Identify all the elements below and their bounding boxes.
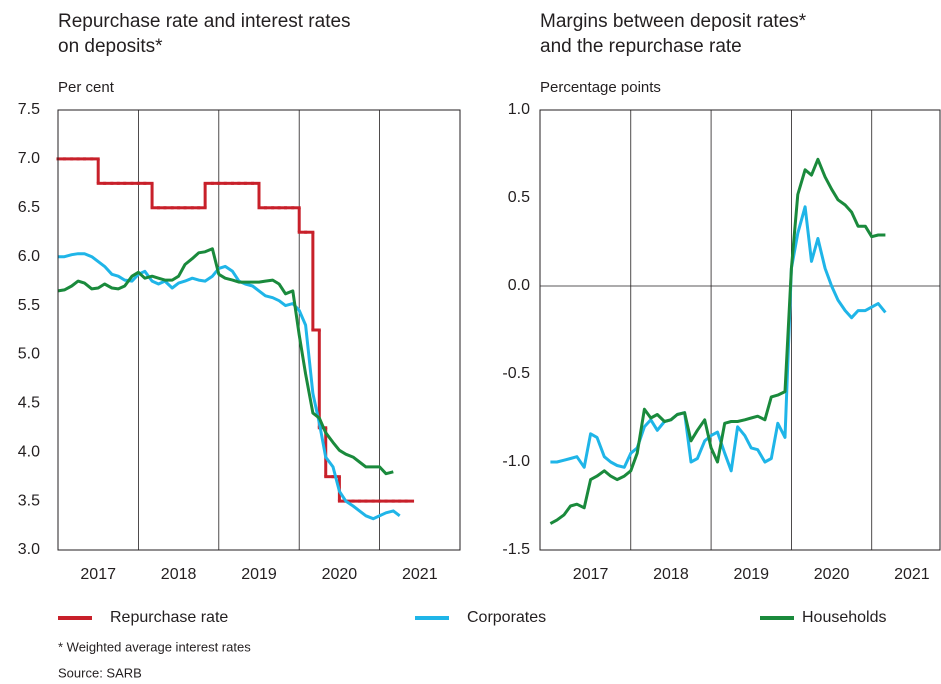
source: Source: SARB bbox=[58, 665, 142, 680]
legend-label: Households bbox=[802, 609, 887, 626]
chart-title: Repurchase rate and interest rates bbox=[58, 11, 351, 32]
chart-title: and the repurchase rate bbox=[540, 36, 742, 57]
y-tick-label: 5.5 bbox=[18, 297, 40, 314]
x-tick-label: 2019 bbox=[241, 566, 277, 583]
series-line bbox=[57, 247, 394, 476]
chart-title: Margins between deposit rates* bbox=[540, 11, 807, 32]
plot-frame bbox=[539, 109, 941, 551]
y-tick-label: 0.5 bbox=[508, 189, 530, 206]
y-axis-label: Percentage points bbox=[540, 79, 661, 96]
y-tick-label: 6.5 bbox=[18, 199, 40, 216]
x-tick-label: 2019 bbox=[733, 566, 769, 583]
legend-label: Repurchase rate bbox=[110, 609, 228, 626]
x-tick-label: 2020 bbox=[814, 566, 850, 583]
y-tick-label: 5.0 bbox=[18, 346, 40, 363]
x-tick-label: 2017 bbox=[80, 566, 116, 583]
y-tick-label: 4.0 bbox=[18, 443, 40, 460]
chart-title: on deposits* bbox=[58, 36, 163, 57]
y-tick-label: 4.5 bbox=[18, 395, 40, 412]
y-tick-label: 7.0 bbox=[18, 150, 40, 167]
y-tick-label: 1.0 bbox=[508, 101, 530, 118]
y-axis-label: Per cent bbox=[58, 79, 115, 96]
y-tick-label: 6.0 bbox=[18, 248, 40, 265]
y-tick-label: -1.0 bbox=[502, 453, 530, 470]
series-line bbox=[550, 205, 887, 473]
x-tick-label: 2021 bbox=[402, 566, 438, 583]
y-tick-label: -1.5 bbox=[502, 541, 530, 558]
x-tick-label: 2018 bbox=[161, 566, 197, 583]
series-line bbox=[549, 157, 886, 525]
y-tick-label: 3.0 bbox=[18, 541, 40, 558]
legend-label: Corporates bbox=[467, 609, 546, 626]
y-tick-label: 7.5 bbox=[18, 101, 40, 118]
x-tick-label: 2021 bbox=[894, 566, 930, 583]
x-tick-label: 2017 bbox=[573, 566, 609, 583]
y-tick-label: -0.5 bbox=[502, 365, 530, 382]
x-tick-label: 2020 bbox=[322, 566, 358, 583]
x-tick-label: 2018 bbox=[653, 566, 689, 583]
footnote: * Weighted average interest rates bbox=[58, 639, 251, 654]
plot-frame bbox=[57, 109, 461, 551]
series-line bbox=[58, 252, 401, 521]
y-tick-label: 3.5 bbox=[18, 492, 40, 509]
y-tick-label: 0.0 bbox=[508, 277, 530, 294]
